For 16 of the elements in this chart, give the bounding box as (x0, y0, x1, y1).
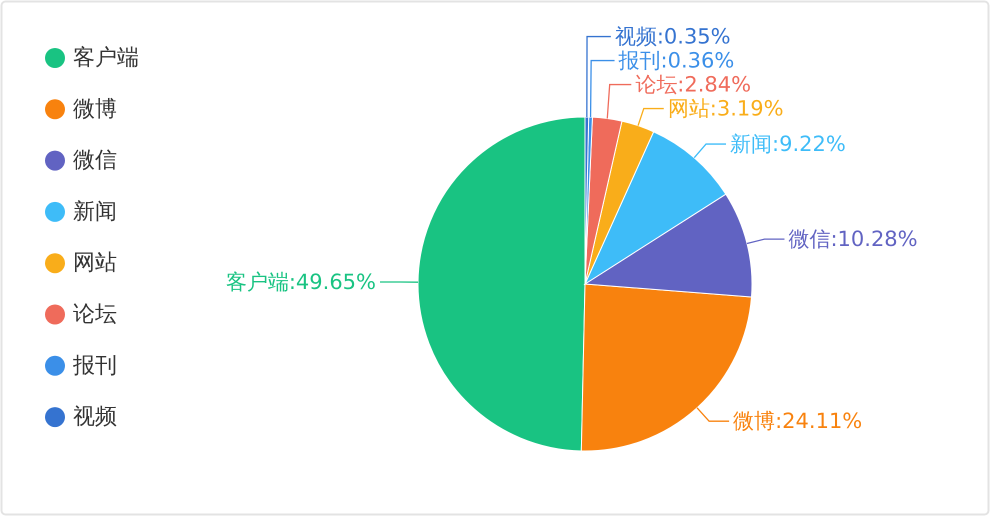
data-label: 网站:3.19% (668, 96, 784, 121)
data-label: 微博:24.11% (733, 409, 862, 434)
data-label: 视频:0.35% (614, 24, 731, 49)
legend-label: 论坛 (73, 302, 117, 327)
data-label: 报刊:0.36% (618, 48, 734, 73)
data-label: 微信:10.28% (788, 227, 918, 252)
legend-label: 微博 (73, 96, 117, 122)
legend-label: 网站 (73, 250, 117, 276)
legend-label: 新闻 (73, 199, 117, 224)
data-label: 客户端:49.65% (226, 270, 376, 294)
data-label: 新闻:9.22% (730, 132, 846, 156)
data-label: 论坛:2.84% (635, 72, 752, 97)
legend-label: 报刊 (72, 353, 117, 378)
legend-label: 视频 (73, 404, 117, 430)
legend-label: 微信 (73, 148, 117, 174)
legend-label: 客户端 (73, 46, 139, 70)
